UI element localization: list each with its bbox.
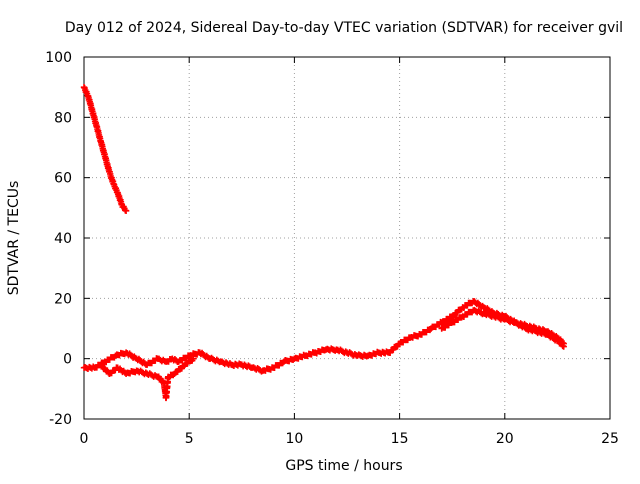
y-tick-label: 20 [54, 291, 72, 307]
data-point [190, 355, 197, 362]
x-tick-label: 5 [185, 431, 194, 447]
y-axis-label: SDTVAR / TECUs [6, 181, 22, 296]
y-tick-label: 40 [54, 231, 72, 247]
y-tick-label: -20 [49, 412, 72, 428]
x-tick-label: 10 [285, 431, 303, 447]
x-tick-label: 0 [80, 431, 89, 447]
x-tick-label: 25 [601, 431, 619, 447]
x-tick-labels: 0 5 10 15 20 25 [80, 431, 619, 447]
x-axis-label: GPS time / hours [285, 458, 402, 474]
axis-ticks [83, 56, 611, 420]
data-points [80, 83, 567, 402]
grid [84, 57, 610, 419]
y-tick-label: 80 [54, 110, 72, 126]
y-tick-label: 0 [63, 352, 72, 368]
y-tick-labels: -20 0 20 40 60 80 100 [45, 50, 72, 428]
plot-frame [83, 56, 611, 420]
data-point [122, 207, 130, 215]
y-tick-label: 100 [45, 50, 72, 66]
y-tick-label: 60 [54, 171, 72, 187]
data-point [560, 343, 567, 350]
x-tick-label: 15 [391, 431, 409, 447]
chart-title: Day 012 of 2024, Sidereal Day-to-day VTE… [65, 20, 623, 36]
x-tick-label: 20 [496, 431, 514, 447]
